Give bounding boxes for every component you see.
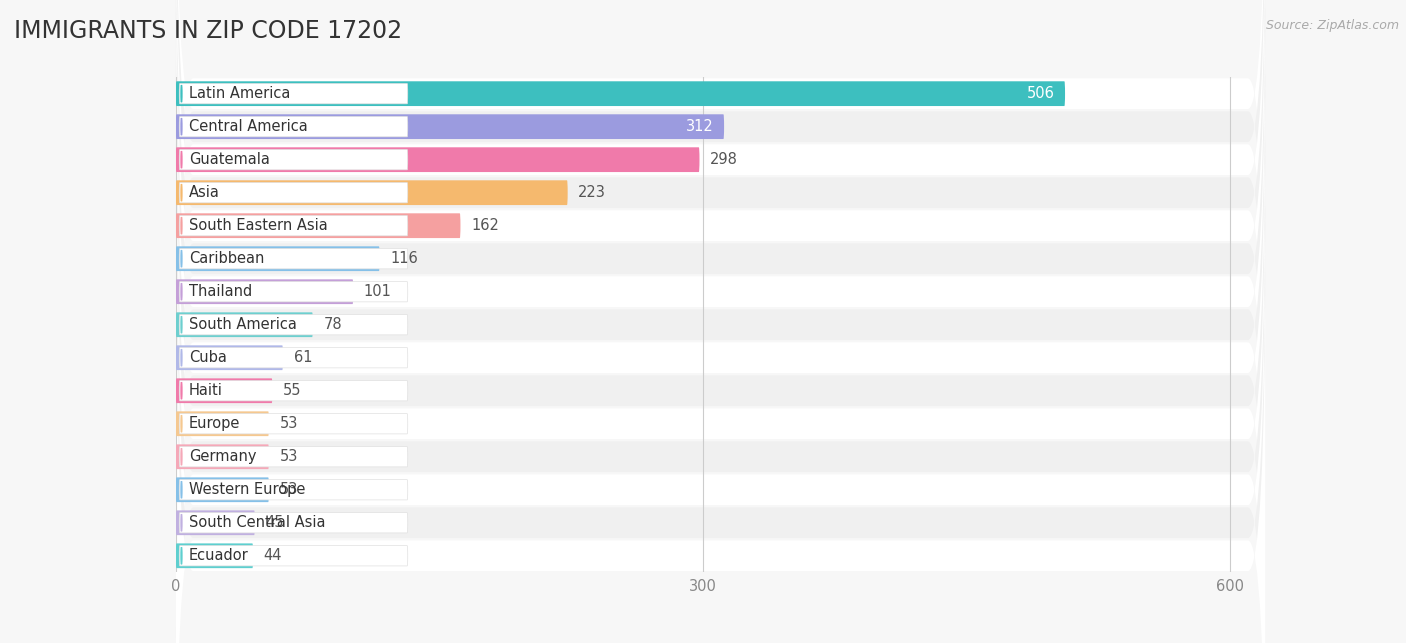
FancyBboxPatch shape — [176, 241, 1265, 643]
Text: Thailand: Thailand — [188, 284, 252, 299]
FancyBboxPatch shape — [176, 0, 1265, 475]
FancyBboxPatch shape — [176, 10, 1265, 639]
FancyBboxPatch shape — [176, 279, 353, 304]
Text: 312: 312 — [686, 119, 714, 134]
FancyBboxPatch shape — [176, 0, 1265, 408]
Text: 45: 45 — [266, 515, 284, 530]
FancyBboxPatch shape — [176, 109, 1265, 643]
Text: 44: 44 — [264, 548, 283, 563]
Text: 61: 61 — [294, 350, 312, 365]
FancyBboxPatch shape — [180, 116, 408, 137]
FancyBboxPatch shape — [180, 183, 408, 203]
Text: 298: 298 — [710, 152, 738, 167]
FancyBboxPatch shape — [176, 175, 1265, 643]
FancyBboxPatch shape — [176, 0, 1265, 507]
FancyBboxPatch shape — [176, 81, 1066, 106]
FancyBboxPatch shape — [176, 0, 1265, 441]
Text: 53: 53 — [280, 482, 298, 497]
FancyBboxPatch shape — [176, 444, 269, 469]
FancyBboxPatch shape — [176, 511, 254, 535]
Text: 101: 101 — [364, 284, 392, 299]
FancyBboxPatch shape — [180, 348, 408, 368]
FancyBboxPatch shape — [176, 114, 724, 139]
FancyBboxPatch shape — [176, 312, 314, 337]
FancyBboxPatch shape — [180, 150, 408, 170]
FancyBboxPatch shape — [176, 43, 1265, 643]
FancyBboxPatch shape — [180, 546, 408, 566]
Text: Source: ZipAtlas.com: Source: ZipAtlas.com — [1265, 19, 1399, 32]
FancyBboxPatch shape — [176, 142, 1265, 643]
Text: 506: 506 — [1026, 86, 1054, 101]
FancyBboxPatch shape — [176, 345, 283, 370]
Text: 53: 53 — [280, 449, 298, 464]
FancyBboxPatch shape — [180, 249, 408, 269]
FancyBboxPatch shape — [180, 282, 408, 302]
FancyBboxPatch shape — [176, 0, 1265, 540]
Text: 162: 162 — [471, 218, 499, 233]
FancyBboxPatch shape — [176, 180, 568, 205]
FancyBboxPatch shape — [180, 314, 408, 335]
Text: Asia: Asia — [188, 185, 219, 200]
Text: Europe: Europe — [188, 416, 240, 431]
Text: 55: 55 — [283, 383, 301, 398]
Text: Guatemala: Guatemala — [188, 152, 270, 167]
FancyBboxPatch shape — [176, 76, 1265, 643]
Text: South Central Asia: South Central Asia — [188, 515, 325, 530]
FancyBboxPatch shape — [180, 447, 408, 467]
FancyBboxPatch shape — [176, 412, 269, 436]
Text: Caribbean: Caribbean — [188, 251, 264, 266]
Text: 223: 223 — [578, 185, 606, 200]
Text: Latin America: Latin America — [188, 86, 290, 101]
FancyBboxPatch shape — [180, 512, 408, 533]
FancyBboxPatch shape — [176, 543, 253, 568]
FancyBboxPatch shape — [180, 381, 408, 401]
FancyBboxPatch shape — [180, 215, 408, 236]
Text: Central America: Central America — [188, 119, 308, 134]
Text: Western Europe: Western Europe — [188, 482, 305, 497]
FancyBboxPatch shape — [180, 480, 408, 500]
FancyBboxPatch shape — [176, 0, 1265, 574]
Text: Germany: Germany — [188, 449, 256, 464]
FancyBboxPatch shape — [180, 84, 408, 104]
FancyBboxPatch shape — [176, 378, 273, 403]
FancyBboxPatch shape — [176, 147, 700, 172]
Text: 116: 116 — [391, 251, 418, 266]
Text: Cuba: Cuba — [188, 350, 226, 365]
FancyBboxPatch shape — [176, 213, 461, 238]
FancyBboxPatch shape — [180, 413, 408, 434]
Text: South America: South America — [188, 317, 297, 332]
FancyBboxPatch shape — [176, 208, 1265, 643]
FancyBboxPatch shape — [176, 0, 1265, 606]
Text: South Eastern Asia: South Eastern Asia — [188, 218, 328, 233]
Text: IMMIGRANTS IN ZIP CODE 17202: IMMIGRANTS IN ZIP CODE 17202 — [14, 19, 402, 43]
FancyBboxPatch shape — [176, 477, 269, 502]
FancyBboxPatch shape — [176, 246, 380, 271]
Text: Ecuador: Ecuador — [188, 548, 249, 563]
Text: 78: 78 — [323, 317, 342, 332]
Text: 53: 53 — [280, 416, 298, 431]
Text: Haiti: Haiti — [188, 383, 222, 398]
